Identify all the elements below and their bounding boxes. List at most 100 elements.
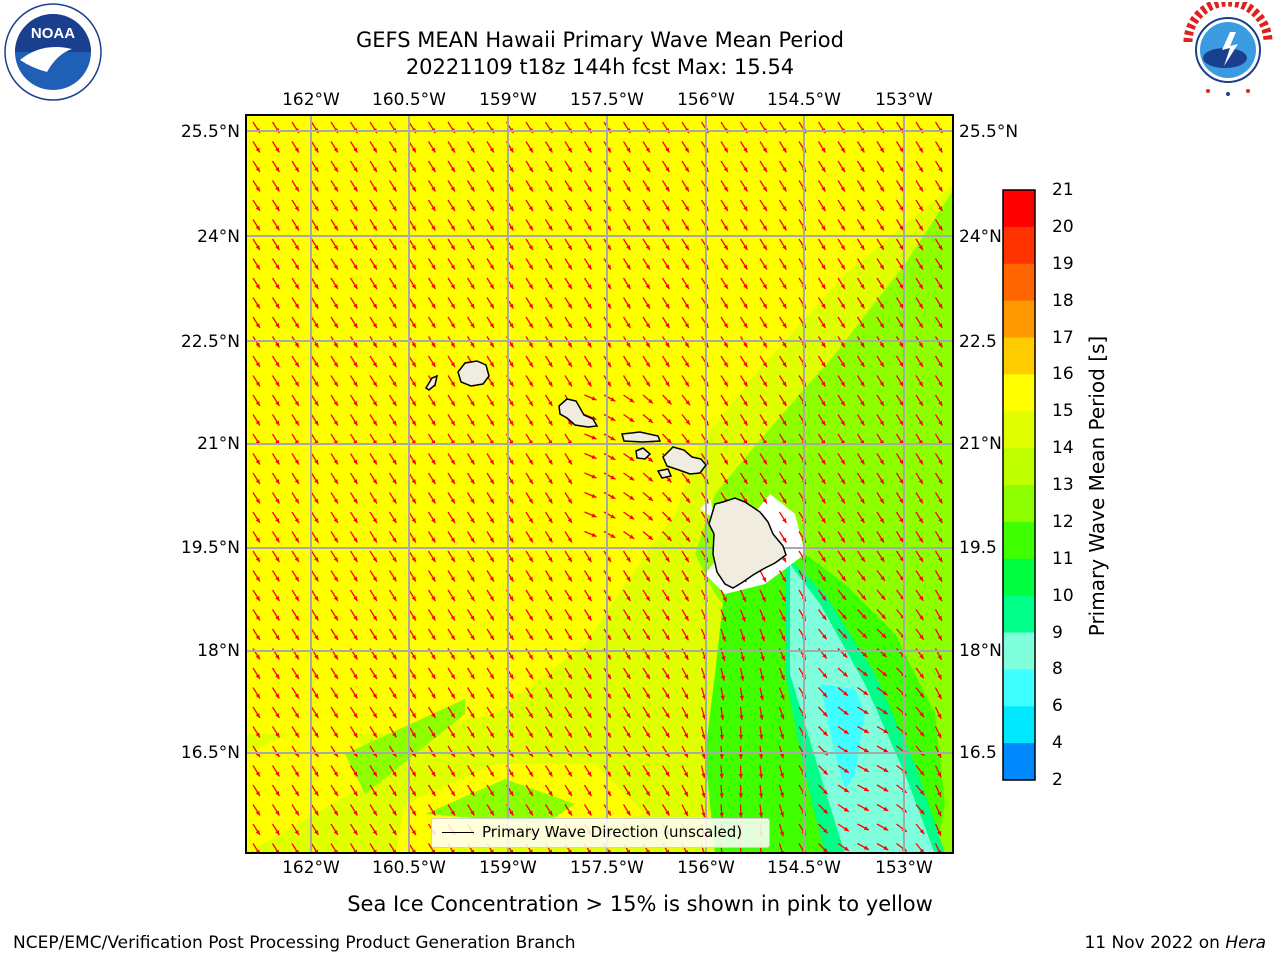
wave-arrow-head: [333, 381, 338, 387]
wave-arrow-head: [840, 303, 845, 309]
wave-arrow-head: [372, 420, 377, 426]
wave-arrow-head: [314, 557, 319, 562]
colorbar-tick-label: 13: [1052, 475, 1074, 495]
wave-arrow-head: [567, 206, 572, 211]
wave-arrow-head: [665, 635, 670, 640]
wave-arrow-head: [919, 654, 924, 659]
wave-arrow-head: [353, 615, 358, 621]
wave-arrow-head: [372, 830, 377, 835]
wave-arrow-head: [470, 498, 475, 504]
wave-arrow-head: [665, 576, 670, 582]
wave-arrow-head: [779, 831, 784, 837]
wave-arrow-head: [567, 791, 572, 796]
wave-arrow-head: [645, 186, 650, 192]
wave-arrow-head: [723, 225, 728, 231]
colorbar-tick-label: 17: [1052, 327, 1074, 348]
wave-arrow-head: [275, 791, 280, 796]
wave-arrow-head: [411, 693, 416, 699]
wave-arrow-head: [684, 576, 689, 582]
wave-arrow-head: [372, 498, 377, 504]
wave-arrow-head: [372, 615, 377, 621]
wave-arrow-head: [567, 245, 572, 250]
wave-arrow-head: [739, 715, 744, 720]
wave-arrow-head: [685, 536, 690, 542]
wave-arrow-head: [606, 303, 611, 309]
wave-arrow-head: [743, 186, 748, 192]
wave-arrow-head: [645, 771, 650, 777]
wave-arrow-head: [294, 245, 299, 250]
wave-arrow-head: [937, 752, 942, 758]
wave-arrow-head: [719, 773, 724, 779]
lat-label-left: 24°N: [197, 227, 240, 247]
wave-arrow-head: [411, 303, 416, 309]
wave-arrow-head: [782, 381, 787, 387]
wave-arrow-head: [821, 206, 826, 211]
wave-arrow-head: [762, 577, 766, 582]
wave-arrow-head: [314, 615, 319, 621]
wave-arrow-head: [606, 284, 611, 289]
wave-arrow-head: [489, 596, 494, 601]
wave-arrow-head: [782, 186, 787, 192]
wave-arrow-head: [645, 576, 650, 582]
wave-arrow-head: [528, 323, 533, 328]
wave-arrow-head: [509, 791, 514, 796]
colorbar-cell: [1003, 263, 1035, 302]
wave-arrow-head: [606, 147, 611, 153]
wave-arrow-head: [509, 401, 514, 406]
wave-arrow-head: [450, 713, 455, 718]
wave-arrow-head: [255, 323, 260, 328]
wave-arrow-head: [275, 420, 280, 426]
wave-arrow-head: [840, 245, 845, 250]
wave-arrow-head: [314, 167, 319, 172]
wave-arrow-head: [509, 459, 514, 465]
wave-arrow-head: [548, 459, 553, 465]
wave-arrow-head: [314, 576, 319, 582]
wave-arrow-head: [294, 167, 299, 172]
wave-arrow-head: [918, 518, 923, 523]
wave-arrow-head: [353, 576, 358, 582]
wave-arrow-head: [723, 303, 728, 309]
wave-arrow-head: [275, 498, 280, 504]
wave-arrow-head: [918, 498, 923, 504]
wave-arrow-head: [937, 596, 942, 602]
wave-arrow-head: [275, 381, 280, 387]
wave-arrow-head: [738, 773, 743, 779]
lat-label-left: 22.5°N: [180, 332, 240, 352]
wave-arrow-head: [489, 284, 494, 289]
wave-arrow-head: [665, 303, 670, 309]
wave-arrow-head: [353, 381, 358, 387]
wave-arrow-head: [701, 773, 706, 779]
wave-arrow-head: [450, 206, 455, 211]
island-maui: [662, 446, 707, 475]
wave-arrow-head: [548, 771, 553, 777]
wave-arrow-head: [743, 362, 748, 367]
wave-arrow-head: [645, 362, 650, 367]
wave-arrow-head: [587, 596, 592, 601]
wave-arrow-head: [431, 791, 436, 796]
wave-arrow-head: [684, 147, 689, 153]
wave-arrow-head: [782, 284, 787, 289]
wave-arrow-head: [509, 206, 514, 211]
wave-arrow-head: [738, 754, 743, 759]
wave-arrow-head: [567, 576, 572, 582]
wave-arrow-head: [860, 362, 865, 367]
wave-arrow-head: [528, 147, 533, 153]
wave-arrow-head: [314, 206, 319, 211]
wave-arrow-head: [372, 225, 377, 231]
wave-arrow-head: [275, 693, 280, 699]
wave-arrow-head: [645, 693, 650, 699]
wave-arrow-head: [720, 715, 725, 720]
wave-arrow-head: [821, 459, 826, 465]
wave-arrow-head: [411, 323, 416, 328]
wave-arrow-head: [606, 362, 611, 367]
wave-arrow-head: [860, 537, 865, 543]
wave-arrow-head: [255, 771, 260, 777]
wave-arrow-head: [723, 206, 728, 211]
wave-arrow-head: [470, 167, 475, 172]
wave-arrow-head: [610, 455, 616, 460]
wave-arrow-head: [587, 674, 592, 679]
wave-arrow-head: [684, 303, 689, 309]
wave-arrow-head: [450, 167, 455, 172]
wave-arrow-head: [548, 264, 553, 270]
wave-arrow-head: [470, 537, 475, 543]
